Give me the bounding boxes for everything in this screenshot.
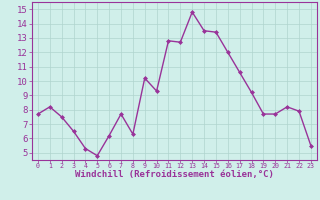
X-axis label: Windchill (Refroidissement éolien,°C): Windchill (Refroidissement éolien,°C): [75, 170, 274, 179]
